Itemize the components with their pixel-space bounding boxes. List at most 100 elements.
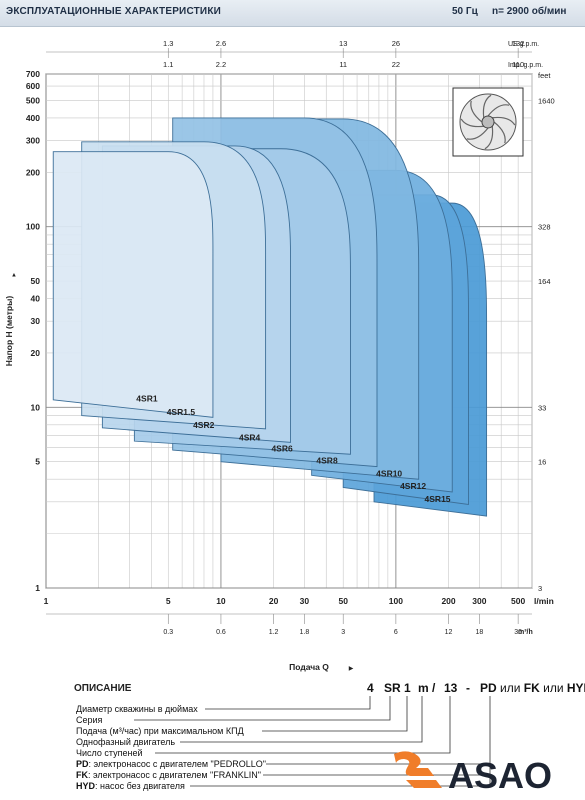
- code-part-flow: 1: [404, 681, 411, 695]
- m3h-tick-label: 18: [475, 629, 483, 636]
- desc-line-fk: FK: электронасос с двигателем "FRANKLIN": [76, 770, 261, 780]
- us-gpm-tick-label: 1.3: [163, 39, 173, 48]
- frequency-label: 50 Гц: [452, 6, 478, 17]
- x-unit-label: l/min: [534, 596, 554, 606]
- us-gpm-tick-label: 13: [339, 39, 347, 48]
- y-tick-label: 40: [31, 294, 41, 304]
- feet-tick-label: 164: [538, 277, 551, 286]
- desc-line-pd-text: : электронасос с двигателем "PEDROLLO": [88, 759, 266, 769]
- us-gpm-tick-label: 2.6: [216, 39, 226, 48]
- y-tick-label: 600: [26, 81, 40, 91]
- m3h-tick-label: 3: [341, 629, 345, 636]
- y-tick-label: 1: [35, 583, 40, 593]
- y-tick-label: 700: [26, 69, 40, 79]
- impeller-blade-icon: [484, 126, 494, 150]
- y-tick-label: 300: [26, 135, 40, 145]
- performance-chart: 4SR1 4SR1.5 4SR2 4SR4 4SR6 4SR8 4SR10 4SR12 4SR1…: [4, 39, 555, 672]
- connector-diameter: [205, 696, 371, 710]
- x-axis-arrow-icon: ▶: [349, 666, 354, 672]
- impeller-hub-icon: [481, 115, 495, 129]
- us-gpm-tick-label: 132: [512, 39, 525, 48]
- y-tick-label: 10: [31, 402, 41, 412]
- series-label-4sr12: 4SR12: [400, 481, 426, 491]
- x-tick-label: 30: [300, 596, 310, 606]
- desc-line-pd: PD: электронасос с двигателем "PEDROLLO": [76, 759, 266, 769]
- desc-line-diameter: Диаметр скважины в дюймах: [76, 704, 198, 714]
- desc-line-hyd-key: HYD: [76, 781, 96, 791]
- impeller-blade-icon: [466, 127, 489, 140]
- m3h-tick-label: 1.8: [300, 629, 310, 636]
- code-part-slash: /: [432, 681, 436, 695]
- x-tick-label: 5: [166, 596, 171, 606]
- x-tick-label: 50: [338, 596, 348, 606]
- impeller-blade-icon: [482, 94, 492, 118]
- series-label-4sr1: 4SR1: [136, 394, 158, 404]
- y-tick-label: 200: [26, 167, 40, 177]
- x-tick-label: 10: [216, 596, 226, 606]
- header-bar: ЭКСПЛУАТАЦИОННЫЕ ХАРАКТЕРИСТИКИ 50 Гц n=…: [0, 0, 585, 27]
- series-label-4sr8: 4SR8: [316, 455, 338, 465]
- series-label-4sr6: 4SR6: [271, 443, 293, 453]
- y-tick-label: 30: [31, 316, 41, 326]
- impeller-blade-icon: [460, 118, 484, 128]
- asao-logo-mark: [394, 751, 442, 788]
- m3h-tick-label: 30: [514, 629, 522, 636]
- feet-unit-label: feet: [538, 71, 551, 80]
- code-suffix-hyd: HYD: [566, 681, 585, 695]
- series-label-4sr10: 4SR10: [376, 469, 402, 479]
- x-tick-label: 20: [269, 596, 279, 606]
- code-suffix-or-1: или: [500, 681, 521, 695]
- code-suffix-or-2: или: [543, 681, 564, 695]
- y-axis-title: Напор H (метры): [4, 296, 14, 367]
- code-part-single-phase: m: [418, 681, 429, 695]
- imp-gpm-unit-label: Imp. g.p.m.: [508, 62, 543, 69]
- code-part-series: SR: [384, 681, 401, 695]
- y-axis-arrow-icon: ▲: [11, 273, 17, 279]
- connector-flow: [262, 696, 408, 732]
- m3h-unit-label: m³/h: [518, 629, 533, 636]
- imp-gpm-tick-label: 11: [339, 60, 347, 69]
- x-tick-label: 200: [441, 596, 455, 606]
- speed-label: n= 2900 об/мин: [492, 6, 567, 17]
- imp-gpm-tick-label: 110: [512, 60, 524, 69]
- x-tick-label: 300: [472, 596, 486, 606]
- impeller-blade-icon: [487, 104, 510, 117]
- series-label-4sr15: 4SR15: [425, 494, 451, 504]
- us-gpm-unit-label: US g.p.m.: [508, 41, 539, 48]
- feet-tick-label: 3: [538, 584, 542, 593]
- code-suffix-fk: FK: [523, 681, 540, 695]
- x-tick-label: 1: [44, 596, 49, 606]
- desc-line-hyd: HYD: насос без двигателя: [76, 781, 185, 791]
- asao-logo-text: ASAO: [448, 755, 552, 796]
- asao-logo: ASAO: [394, 751, 552, 796]
- desc-line-series: Серия: [76, 715, 103, 725]
- impeller-blade-icon: [470, 100, 483, 123]
- y-tick-label: 20: [31, 348, 41, 358]
- code-suffix: PD или FK или HYD: [480, 681, 585, 695]
- imp-gpm-tick-label: 22: [392, 60, 400, 69]
- page-title: ЭКСПЛУАТАЦИОННЫЕ ХАРАКТЕРИСТИКИ: [6, 6, 222, 17]
- y-tick-label: 400: [26, 113, 40, 123]
- impeller-blade-icon: [492, 116, 516, 126]
- feet-tick-label: 1640: [538, 96, 555, 105]
- feet-tick-label: 328: [538, 223, 551, 232]
- impeller-blade-icon: [493, 121, 506, 144]
- series-label-4sr4: 4SR4: [239, 433, 261, 443]
- imp-gpm-tick-label: 1.1: [163, 60, 173, 69]
- m3h-tick-label: 0.3: [163, 629, 173, 636]
- series-label-4sr1-5: 4SR1.5: [167, 407, 196, 417]
- curve-area-4sr1: [52, 151, 214, 418]
- y-tick-label: 50: [31, 276, 41, 286]
- description-title: ОПИСАНИЕ: [74, 683, 132, 694]
- desc-line-pd-key: PD: [76, 759, 89, 769]
- m3h-tick-label: 12: [445, 629, 453, 636]
- desc-line-single-phase: Однофазный двигатель: [76, 737, 176, 747]
- series-label-4sr2: 4SR2: [193, 420, 215, 430]
- code-part-dash: -: [466, 681, 470, 695]
- x-axis-title: Подача Q: [289, 662, 329, 672]
- connector-stages: [155, 696, 451, 754]
- m3h-tick-label: 1.2: [269, 629, 279, 636]
- x-tick-label: 500: [511, 596, 525, 606]
- desc-line-stages: Число ступеней: [76, 748, 143, 758]
- us-gpm-tick-label: 26: [392, 39, 400, 48]
